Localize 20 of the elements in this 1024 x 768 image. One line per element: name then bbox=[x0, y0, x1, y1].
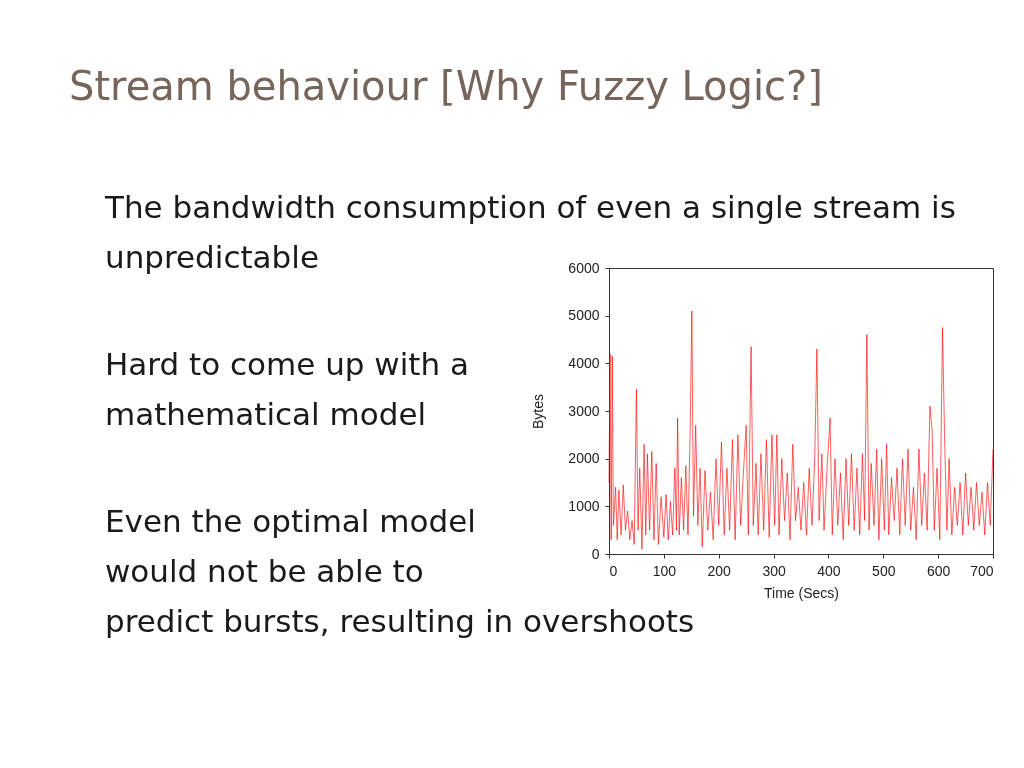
y-tick-label: 6000 bbox=[568, 259, 600, 276]
x-tick-label: 200 bbox=[707, 562, 732, 579]
x-tick-label: 300 bbox=[762, 562, 786, 579]
chart-title: Stream behaviour [Why Fuzzy Logic?] bbox=[69, 63, 823, 109]
y-tick-label: 1000 bbox=[568, 497, 600, 514]
y-tick-label: 0 bbox=[591, 545, 600, 562]
x-tick-label: 700 bbox=[970, 562, 994, 579]
y-tick-label: 2000 bbox=[568, 450, 600, 467]
line-series bbox=[608, 310, 994, 550]
x-tick-label: 500 bbox=[872, 562, 896, 579]
x-axis-title: Time (Secs) bbox=[764, 584, 839, 601]
y-tick-label: 4000 bbox=[568, 354, 600, 371]
x-tick-label: 600 bbox=[926, 562, 951, 579]
x-tick-label: 0 bbox=[609, 562, 618, 579]
x-tick-label: 100 bbox=[652, 562, 677, 579]
y-axis-title: Bytes bbox=[530, 393, 547, 430]
y-tick-label: 5000 bbox=[568, 307, 600, 324]
text: Hard to come up with a mathematical model bbox=[105, 346, 469, 432]
y-tick-label: 3000 bbox=[568, 402, 600, 419]
x-tick-label: 400 bbox=[817, 562, 841, 579]
